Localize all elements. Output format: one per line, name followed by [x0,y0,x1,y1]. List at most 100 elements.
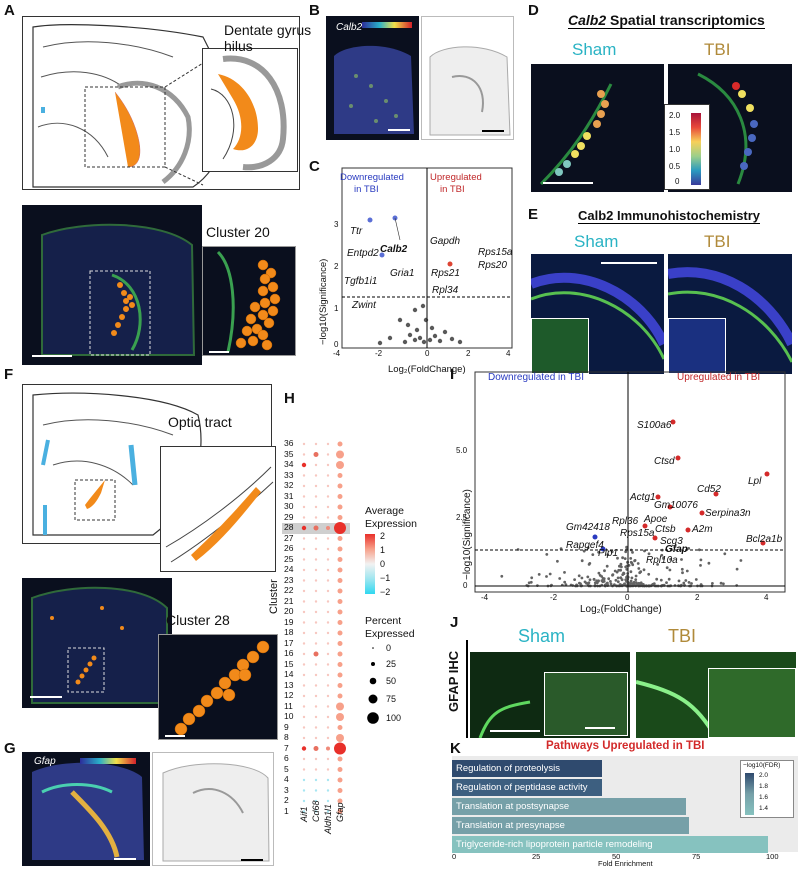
c-ytick-3: 3 [334,220,339,229]
background-point [563,571,566,574]
h-expr-tick-2: 2 [380,531,386,541]
k-legend-18: 1.8 [759,783,769,790]
background-point [634,578,638,581]
h-legend-pct-title-1: Percent [365,615,402,627]
dot-mark [314,547,318,551]
background-point [602,579,606,583]
background-point [683,584,686,587]
dot-mark [334,742,346,755]
background-point [500,574,504,578]
background-point [619,583,622,586]
gene-plp1: Plp1 [598,548,619,559]
dot-mark [302,726,306,729]
k-legend: −log10(FDR) 2.0 1.8 1.6 1.4 [740,760,794,818]
background-point [662,557,665,560]
i-xlabel: Log₂(FoldChange) [580,604,662,615]
point-entpd2 [379,252,385,258]
background-point [633,559,636,563]
gene-apoe: Apoe [644,514,668,525]
cluster-label: 34 [284,459,294,469]
background-point [587,584,591,588]
background-point [560,583,564,587]
cluster-label: 18 [284,627,294,637]
background-point [526,584,530,588]
dot-mark [326,463,330,467]
background-point [629,579,633,583]
background-point [626,572,630,575]
dot-mark [302,600,306,603]
dot-mark [337,536,343,541]
background-point [616,556,619,560]
background-point [629,548,633,552]
cluster-label: 15 [284,658,294,669]
panel-e-title: Calb2 Immunohistochemistry [578,208,761,224]
k-legend-16: 1.6 [759,794,769,801]
background-point [677,579,681,583]
j-tbi-label: TBI [668,626,697,646]
cluster-label: 13 [284,679,294,690]
background-point [548,572,552,576]
dot-mark [336,450,344,459]
k-bar-1: Regulation of peptidase activity [452,779,602,796]
dot-mark [302,631,306,635]
cluster-label: 32 [284,480,294,490]
gene-ctsb: Ctsb [655,524,676,535]
background-point [633,583,636,587]
dot-mark [326,600,330,603]
background-point [660,584,664,587]
background-point [639,581,643,585]
dot-mark [326,799,330,803]
panel-a-cluster-zoom [202,246,296,356]
h-expr-tick-0: 0 [380,559,386,569]
cluster-label: 2 [284,795,289,805]
e-tbi-image [667,254,797,374]
background-point [735,567,739,571]
c-xtick-3: 2 [466,349,471,358]
dot-mark [326,642,330,645]
background-point [580,576,584,580]
dot-mark [314,558,318,561]
region-title-hilus: hilus [224,38,253,54]
dot-mark [336,461,344,469]
c-xtick-2: 0 [425,349,430,358]
h-pct-100: 100 [386,713,402,723]
background-point [700,584,704,588]
background-point [579,582,582,586]
dot-mark [326,495,330,498]
dot-mark [326,442,330,446]
cluster-label: 21 [284,595,294,606]
gene-gm42418: Gm42418 [566,522,610,533]
background-point [629,557,633,560]
e-tbi-inset [668,318,726,374]
dot-mark [302,684,306,687]
background-point [634,581,638,584]
d-scale-15: 1.5 [669,128,681,137]
background-point [622,583,625,587]
dot-mark [313,746,319,751]
d-scale-1: 1.0 [669,145,681,154]
h-gene-aif1: Aif1 [299,806,309,822]
background-point [619,568,622,572]
background-point [707,561,711,565]
background-point [697,548,701,552]
cluster-28-title: Cluster 28 [166,612,230,628]
background-point [614,578,618,582]
background-point [613,569,617,573]
dot-mark [314,705,318,708]
background-point [623,557,627,560]
background-point [655,584,659,588]
k-bar-2: Translation at postsynapse [452,798,686,815]
cluster-label: 6 [284,753,289,763]
dot-mark [326,453,330,456]
dot-mark [314,726,318,729]
dot-mark [337,515,343,520]
background-point [647,572,651,576]
background-point [585,581,588,585]
cluster-label: 3 [284,784,289,795]
background-point [606,581,609,585]
d-scale-05: 0.5 [669,162,681,171]
dot-mark [336,702,344,711]
background-point [650,583,654,587]
dot-mark [314,579,318,582]
dot-mark [302,568,306,572]
